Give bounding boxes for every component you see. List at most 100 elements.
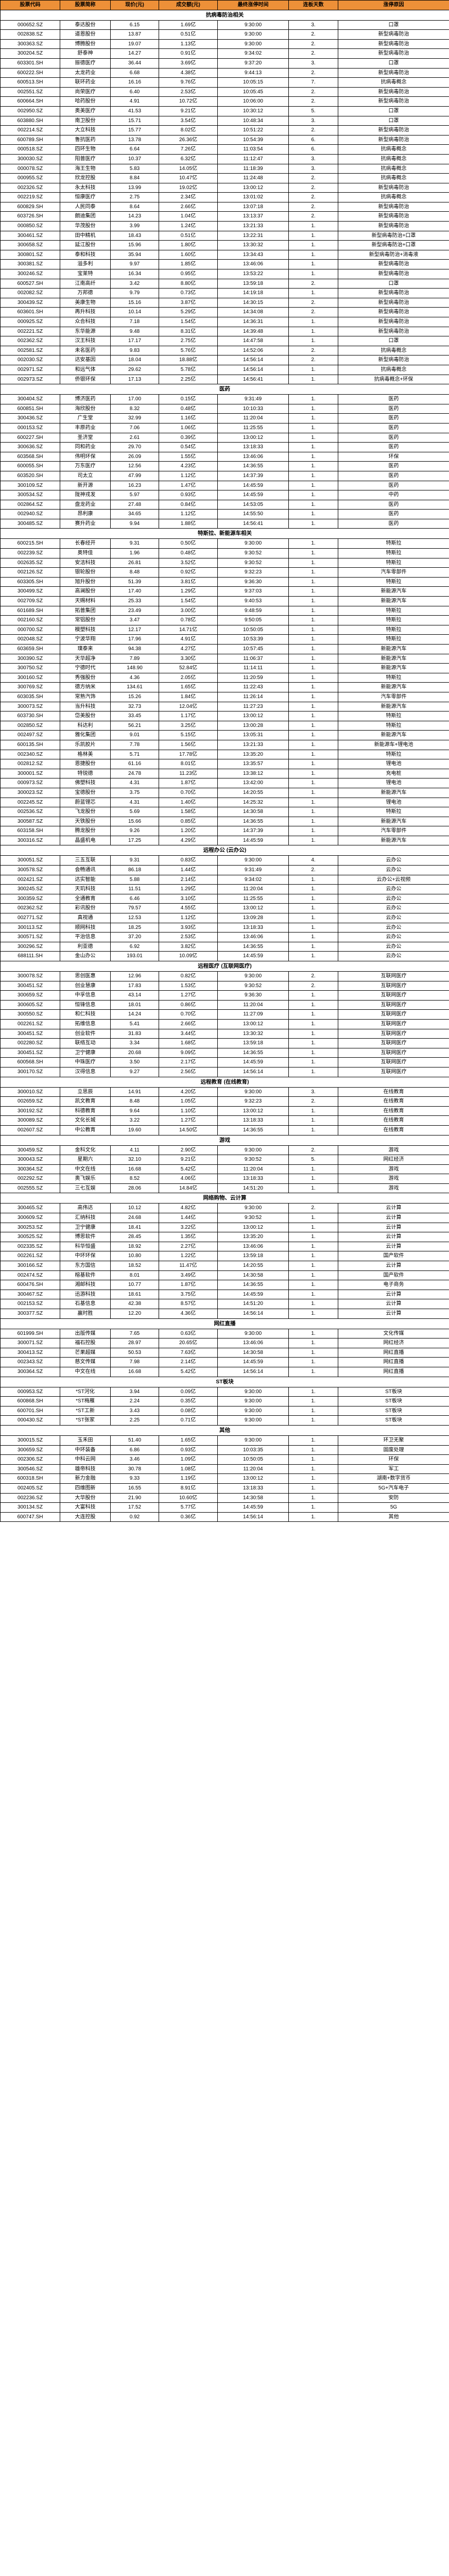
table-row[interactable]: 300571.SZ 平治信息 37.20 2.53亿 13:46:06 1. 云办公 bbox=[0, 932, 449, 942]
table-row[interactable]: 002536.SZ 飞龙股份 5.69 1.58亿 14:30:58 1. 特斯拉 bbox=[0, 807, 449, 817]
table-row[interactable]: 600568.SH 中珠医疗 3.50 2.17亿 14:45:59 1. 互联网医疗 bbox=[0, 1057, 449, 1067]
table-row[interactable]: 300550.SZ 和仁科技 14.24 0.70亿 11:27:09 1. 互联网医疗 bbox=[0, 1009, 449, 1020]
table-row[interactable]: 601999.SH 出版传媒 7.65 0.63亿 9:30:00 1. 文化传媒 bbox=[0, 1328, 449, 1339]
table-row[interactable]: 300073.SZ 当升科技 32.73 12.04亿 11:27:23 1. 新能源汽车 bbox=[0, 701, 449, 712]
table-row[interactable]: 002864.SZ 盘龙药业 27.48 0.84亿 14:53:05 1. 医药 bbox=[0, 499, 449, 510]
table-row[interactable]: 300377.SZ 赢时胜 12.20 4.36亿 14:56:14 1. 云计算 bbox=[0, 1309, 449, 1319]
column-header-reason[interactable]: 涨停原因 bbox=[338, 0, 449, 10]
table-row[interactable]: 000700.SZ 模塑科技 12.17 14.71亿 10:50:05 1. 特斯拉 bbox=[0, 624, 449, 635]
table-row[interactable]: 002659.SZ 凯文教育 8.48 1.05亿 9:32:23 2. 在线教育 bbox=[0, 1096, 449, 1107]
table-row[interactable]: 600476.SH 湘邮科技 10.77 1.87亿 14:36:55 1. 电子商务 bbox=[0, 1280, 449, 1290]
table-row[interactable]: 600851.SH 海欣股份 8.32 0.48亿 10:10:33 1. 医药 bbox=[0, 403, 449, 414]
table-row[interactable]: 002971.SZ 和远气体 29.62 5.78亿 14:56:14 1. 抗病毒概念 bbox=[0, 364, 449, 375]
table-row[interactable]: 300015.SZ 玉禾田 51.40 1.65亿 9:30:00 1. 环卫无聚 bbox=[0, 1435, 449, 1446]
table-row[interactable]: 000652.SZ 泰达股份 6.15 1.69亿 9:30:00 3. 口罩 bbox=[0, 20, 449, 30]
table-row[interactable]: 600664.SH 哈药股份 4.91 10.72亿 10:06:00 2. 新型病毒防治 bbox=[0, 96, 449, 107]
table-row[interactable]: 300451.SZ 创业软件 31.83 3.44亿 13:30:32 1. 互联网医疗 bbox=[0, 1028, 449, 1039]
table-row[interactable]: 002082.SZ 万邦德 9.79 0.73亿 14:19:18 1. 新型病毒防治 bbox=[0, 288, 449, 298]
table-row[interactable]: 601689.SH 拓普集团 23.49 3.00亿 9:48:59 1. 特斯拉 bbox=[0, 605, 449, 616]
table-row[interactable]: 002551.SZ 尚荣医疗 6.40 2.53亿 10:05:45 2. 新型病毒防治 bbox=[0, 87, 449, 97]
table-row[interactable]: 000953.SZ *ST河化 3.94 0.09亿 9:30:00 1. ST板块 bbox=[0, 1386, 449, 1397]
table-row[interactable]: 000518.SZ 四环生物 6.64 7.26亿 11:03:54 6. 抗病毒概念 bbox=[0, 144, 449, 155]
table-row[interactable]: 002343.SZ 慈文传媒 7.98 2.14亿 14:45:59 1. 网红直播 bbox=[0, 1357, 449, 1367]
table-row[interactable]: 002709.SZ 天赐材料 25.33 1.54亿 9:40:53 1. 新能源汽车 bbox=[0, 596, 449, 606]
table-row[interactable]: 002771.SZ 真视通 12.53 1.12亿 13:09:28 1. 云办公 bbox=[0, 913, 449, 923]
table-row[interactable]: 600227.SH 圣济堂 2.61 0.39亿 13:00:12 1. 医药 bbox=[0, 432, 449, 443]
table-row[interactable]: 300404.SZ 博济医药 17.00 0.15亿 9:31:49 1. 医药 bbox=[0, 394, 449, 404]
table-row[interactable]: 600829.SH 人民同泰 8.64 2.66亿 13:07:18 2. 新型病毒防治 bbox=[0, 201, 449, 212]
table-row[interactable]: 000925.SZ 众合科技 7.18 1.54亿 14:36:31 1. 新型病毒防治 bbox=[0, 317, 449, 327]
table-row[interactable]: 300801.SZ 泰和科技 35.94 1.60亿 13:34:43 1. 新型病毒防治+… bbox=[0, 249, 449, 260]
table-row[interactable]: 300439.SZ 美康生物 15.16 3.87亿 14:30:15 2. 新型病毒防治 bbox=[0, 297, 449, 308]
table-row[interactable]: 688111.SH 金山办公 193.01 10.09亿 14:45:59 1. 云办公 bbox=[0, 951, 449, 961]
table-row[interactable]: 300316.SZ 晶盛机电 17.25 4.29亿 14:45:59 1. 新能源汽车 bbox=[0, 835, 449, 846]
table-row[interactable]: 002261.SZ 中环环保 10.80 1.22亿 13:59:18 1. 国产软件 bbox=[0, 1251, 449, 1262]
table-row[interactable]: 300364.SZ 中文在线 16.68 5.42亿 11:20:04 1. 游戏 bbox=[0, 1164, 449, 1175]
table-row[interactable]: 002292.SZ 奥飞娱乐 8.52 4.06亿 13:18:33 1. 游戏 bbox=[0, 1174, 449, 1184]
table-row[interactable]: 002474.SZ 榕基软件 8.01 3.49亿 14:30:58 1. 国产软件 bbox=[0, 1270, 449, 1281]
table-row[interactable]: 002581.SZ 未名医药 9.83 5.76亿 14:52:06 2. 抗病毒概念 bbox=[0, 345, 449, 356]
table-row[interactable]: 002153.SZ 石基信息 42.38 8.57亿 14:51:20 1. 云计算 bbox=[0, 1299, 449, 1309]
table-row[interactable]: 002850.SZ 科达利 56.21 3.25亿 13:00:28 1. 特斯拉 bbox=[0, 720, 449, 731]
table-row[interactable]: 300001.SZ 特锐德 24.78 11.23亿 13:38:12 1. 充电桩 bbox=[0, 768, 449, 779]
table-row[interactable]: 300030.SZ 阳普医疗 10.37 6.32亿 11:12:47 3. 抗病毒概念 bbox=[0, 154, 449, 164]
table-row[interactable]: 300413.SZ 芒果超媒 50.53 7.63亿 14:30:58 1. 网红直播 bbox=[0, 1347, 449, 1358]
table-row[interactable]: 002030.SZ 达安基因 18.04 18.88亿 14:56:14 2. 新型病毒防治 bbox=[0, 355, 449, 365]
table-row[interactable]: 002812.SZ 恩捷股份 61.16 8.01亿 13:35:57 1. 锂电池 bbox=[0, 759, 449, 769]
table-row[interactable]: 603035.SH 常熟汽饰 15.26 1.84亿 11:26:14 1. 汽车零部件 bbox=[0, 691, 449, 702]
table-row[interactable]: 000955.SZ 欣龙控股 8.84 10.47亿 11:24:48 2. 抗病毒概念 bbox=[0, 173, 449, 183]
table-row[interactable]: 300134.SZ 大富科技 17.52 5.77亿 14:45:59 1. 5G bbox=[0, 1502, 449, 1513]
table-row[interactable]: 300534.SZ 陇神戎发 5.97 0.93亿 14:45:59 1. 中药 bbox=[0, 490, 449, 500]
table-row[interactable]: 002221.SZ 东华能源 9.48 8.31亿 14:39:48 1. 新型病毒防治 bbox=[0, 326, 449, 337]
table-row[interactable]: 300253.SZ 卫宁健康 18.41 3.22亿 13:00:12 1. 云计算 bbox=[0, 1222, 449, 1233]
table-row[interactable]: 600318.SH 新力金融 9.33 1.19亿 13:00:12 1. 湖南+数字货币 bbox=[0, 1473, 449, 1484]
table-row[interactable]: 600215.SH 长春经开 9.31 0.50亿 9:30:00 1. 特斯拉 bbox=[0, 538, 449, 549]
table-row[interactable]: 002362.SZ 彩讯股份 79.57 4.55亿 13:00:12 1. 云办公 bbox=[0, 903, 449, 914]
table-row[interactable]: 002160.SZ 常铝股份 3.47 0.78亿 9:50:05 1. 特斯拉 bbox=[0, 615, 449, 625]
table-row[interactable]: 002326.SZ 永太科技 13.99 19.02亿 13:00:12 2. 新型病毒防治 bbox=[0, 182, 449, 193]
table-row[interactable]: 000850.SZ 华茂股份 3.99 1.24亿 13:21:33 1. 新型病毒防治 bbox=[0, 221, 449, 231]
table-row[interactable]: 300659.SZ 中孚信息 43.14 1.27亿 9:36:30 1. 互联网医疗 bbox=[0, 990, 449, 1001]
table-row[interactable]: 300166.SZ 东方国信 18.52 11.47亿 14:20:55 1. 云计算 bbox=[0, 1261, 449, 1271]
table-row[interactable]: 002940.SZ 昂利康 34.65 1.12亿 14:55:50 1. 医药 bbox=[0, 509, 449, 519]
table-row[interactable]: 300023.SZ 宝德股份 3.75 0.70亿 14:20:55 1. 新能源汽车 bbox=[0, 787, 449, 798]
table-row[interactable]: 300459.SZ 金科文化 4.11 2.90亿 9:30:00 2. 游戏 bbox=[0, 1145, 449, 1156]
column-header-amount[interactable]: 成交额(元) bbox=[159, 0, 218, 10]
table-row[interactable]: 300578.SZ 会畅通讯 86.18 1.44亿 9:31:49 2. 云办公 bbox=[0, 865, 449, 875]
table-row[interactable]: 603568.SH 伟明环保 26.09 1.55亿 13:46:06 1. 环保 bbox=[0, 451, 449, 462]
table-row[interactable]: 002555.SZ 三七互娱 28.06 14.84亿 14:51:20 1. 游戏 bbox=[0, 1183, 449, 1194]
table-row[interactable]: 600513.SH 联环药业 16.16 9.76亿 10:05:15 7. 抗病毒概念 bbox=[0, 77, 449, 88]
table-row[interactable]: 603880.SH 南卫股份 15.71 3.54亿 10:48:34 3. 口罩 bbox=[0, 115, 449, 126]
table-row[interactable]: 300750.SZ 宁德时代 148.90 52.84亿 11:14:11 1. 新能源汽车 bbox=[0, 663, 449, 673]
table-row[interactable]: 300170.SZ 汉得信息 9.27 2.56亿 14:56:14 1. 互联网医疗 bbox=[0, 1066, 449, 1077]
table-row[interactable]: 600222.SH 太龙药业 6.68 4.38亿 9:44:13 2. 新型病毒防治 bbox=[0, 67, 449, 78]
table-row[interactable]: 300246.SZ 宝莱特 16.34 0.95亿 13:53:22 1. 新型病毒防治 bbox=[0, 269, 449, 279]
table-row[interactable]: 002280.SZ 联络互动 3.34 1.68亿 13:59:18 1. 互联网医疗 bbox=[0, 1038, 449, 1048]
table-row[interactable]: 600701.SH *ST工新 3.43 0.08亿 9:30:00 1. ST板块 bbox=[0, 1405, 449, 1416]
table-row[interactable]: 300051.SZ 三五互联 9.31 0.83亿 9:30:00 4. 云办公 bbox=[0, 855, 449, 866]
table-row[interactable]: 300451.SZ 创业慧康 17.83 1.53亿 9:30:52 2. 互联网医疗 bbox=[0, 980, 449, 991]
table-row[interactable]: 002607.SZ 中公教育 19.60 14.50亿 14:36:55 1. 在线教育 bbox=[0, 1125, 449, 1136]
table-row[interactable]: 300390.SZ 天华超净 7.89 3.30亿 11:06:37 1. 新能源汽车 bbox=[0, 653, 449, 664]
table-row[interactable]: 002236.SZ 大华股份 21.90 10.60亿 14:30:58 1. 安防 bbox=[0, 1493, 449, 1503]
table-row[interactable]: 300546.SZ 雄帝科技 30.78 1.08亿 11:20:04 1. 军工 bbox=[0, 1464, 449, 1475]
table-row[interactable]: 300109.SZ 新开源 16.23 1.47亿 14:45:59 1. 医药 bbox=[0, 480, 449, 491]
table-row[interactable]: 300078.SZ 思创医惠 12.96 0.82亿 9:30:00 2. 互联网医疗 bbox=[0, 971, 449, 981]
table-row[interactable]: 000078.SZ 海王生物 5.83 14.05亿 11:18:39 3. 抗病毒概念 bbox=[0, 163, 449, 174]
table-row[interactable]: 600055.SH 万东医疗 12.56 4.23亿 14:36:55 1. 医药 bbox=[0, 461, 449, 471]
table-row[interactable]: 603520.SH 司太立 47.99 1.12亿 14:37:39 1. 医药 bbox=[0, 470, 449, 481]
table-row[interactable]: 002421.SZ 达实智能 5.88 2.14亿 9:34:02 1. 云办公+云视频 bbox=[0, 874, 449, 885]
table-row[interactable]: 300769.SZ 德方纳米 134.61 1.65亿 11:22:43 1. 新能源汽车 bbox=[0, 682, 449, 692]
table-row[interactable]: 603158.SH 腾龙股份 9.26 1.20亿 14:37:39 1. 汽车零部件 bbox=[0, 826, 449, 836]
table-row[interactable]: 300359.SZ 全通教育 6.46 3.10亿 11:25:55 1. 云办公 bbox=[0, 893, 449, 904]
table-row[interactable]: 300605.SZ 恒锋信息 18.01 0.86亿 11:20:04 1. 互联网医疗 bbox=[0, 999, 449, 1010]
table-row[interactable]: 300658.SZ 延江股份 15.96 1.80亿 13:30:32 1. 新型病毒防治+… bbox=[0, 240, 449, 250]
table-row[interactable]: 002335.SZ 科华恒盛 18.92 2.27亿 13:46:06 1. 云计算 bbox=[0, 1241, 449, 1252]
column-header-days[interactable]: 连板天数 bbox=[288, 0, 338, 10]
table-row[interactable]: 300363.SZ 博腾股份 19.07 1.13亿 9:30:00 2. 新型病毒防治 bbox=[0, 39, 449, 49]
table-row[interactable]: 603305.SH 旭升股份 51.39 3.81亿 9:36:30 1. 特斯拉 bbox=[0, 577, 449, 587]
table-row[interactable]: 300587.SZ 天铁股份 15.66 0.85亿 14:36:55 1. 新能源汽车 bbox=[0, 816, 449, 827]
table-row[interactable]: 300245.SZ 天玑科技 11.51 1.29亿 11:20:04 1. 云办公 bbox=[0, 884, 449, 894]
table-row[interactable]: 300364.SZ 中文在线 16.68 5.42亿 14:56:14 1. 网红直播 bbox=[0, 1366, 449, 1377]
table-row[interactable]: 002950.SZ 奥美医疗 41.53 9.21亿 10:30:12 5. 口罩 bbox=[0, 106, 449, 116]
